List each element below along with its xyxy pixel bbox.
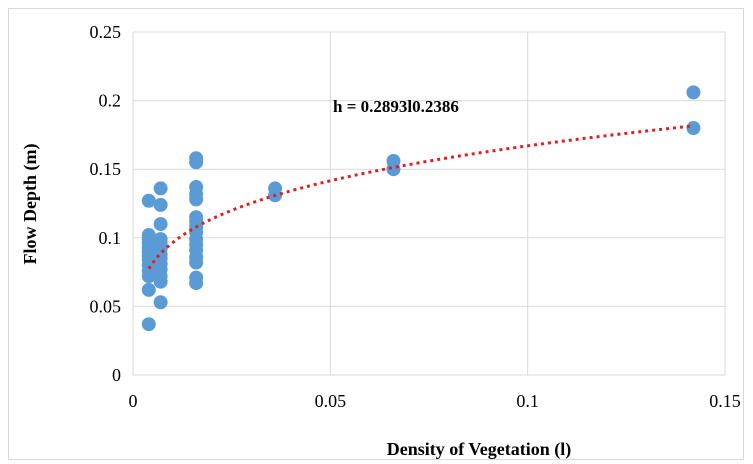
data-point [153,181,168,196]
data-point [189,270,204,285]
data-points [141,85,701,332]
data-point [189,180,204,195]
data-point [189,210,204,225]
data-point [153,217,168,232]
data-point [189,151,204,166]
data-point [268,181,283,196]
data-point [686,85,701,100]
y-tick-label: 0.05 [90,296,122,316]
y-tick-label: 0.2 [99,91,122,111]
y-tick-label: 0.15 [90,159,122,179]
data-point [141,282,156,297]
y-tick-labels: 0 0.05 0.1 0.15 0.2 0.25 [90,22,122,385]
power-trendline [147,124,694,270]
x-axis-title: Density of Vegetation (l) [387,439,571,460]
x-tick-label: 0.1 [516,391,539,411]
x-tick-label: 0.15 [709,391,741,411]
data-point [153,295,168,310]
data-point [141,193,156,208]
data-point [686,121,701,136]
y-tick-label: 0.1 [99,228,122,248]
data-point [386,153,401,168]
data-point [141,228,156,243]
chart-frame [8,8,744,460]
x-tick-label: 0 [129,391,138,411]
y-tick-label: 0 [112,365,121,385]
x-tick-label: 0.05 [315,391,347,411]
y-tick-label: 0.25 [90,22,122,42]
gridlines [132,31,726,376]
y-axis-title: Flow Depth (m) [20,144,41,265]
data-point [141,317,156,332]
x-tick-labels: 0 0.05 0.1 0.15 [129,391,741,411]
trendline-equation: h = 0.2893l0.2386 [333,97,459,116]
data-point [153,232,168,247]
data-point [153,197,168,212]
